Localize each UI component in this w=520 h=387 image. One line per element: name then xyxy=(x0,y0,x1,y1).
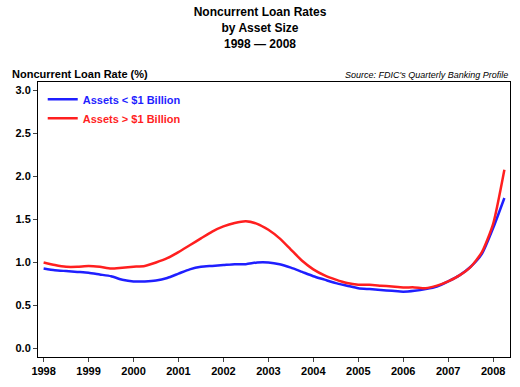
svg-text:Noncurrent Loan Rate (%): Noncurrent Loan Rate (%) xyxy=(12,68,148,80)
svg-text:1998: 1998 xyxy=(31,365,55,377)
svg-text:Assets > $1 Billion: Assets > $1 Billion xyxy=(83,113,181,125)
svg-text:2004: 2004 xyxy=(301,365,326,377)
svg-text:2002: 2002 xyxy=(211,365,235,377)
svg-text:2006: 2006 xyxy=(391,365,415,377)
svg-text:Noncurrent Loan Ratesby Asset: Noncurrent Loan Ratesby Asset Size1998 —… xyxy=(194,5,327,50)
svg-text:0.0: 0.0 xyxy=(16,342,31,354)
svg-text:2008: 2008 xyxy=(481,365,505,377)
svg-text:2005: 2005 xyxy=(346,365,370,377)
svg-text:Assets < $1 Billion: Assets < $1 Billion xyxy=(83,94,181,106)
svg-text:2003: 2003 xyxy=(256,365,280,377)
svg-text:2000: 2000 xyxy=(121,365,145,377)
svg-text:1.0: 1.0 xyxy=(16,256,31,268)
svg-text:0.5: 0.5 xyxy=(16,299,31,311)
svg-text:2.0: 2.0 xyxy=(16,170,31,182)
svg-text:1.5: 1.5 xyxy=(16,213,31,225)
svg-text:1999: 1999 xyxy=(76,365,100,377)
svg-text:Source: FDIC's Quarterly Banki: Source: FDIC's Quarterly Banking Profile xyxy=(345,70,508,80)
svg-text:2.5: 2.5 xyxy=(16,127,31,139)
svg-text:2001: 2001 xyxy=(166,365,190,377)
svg-text:3.0: 3.0 xyxy=(16,84,31,96)
svg-text:2007: 2007 xyxy=(436,365,460,377)
